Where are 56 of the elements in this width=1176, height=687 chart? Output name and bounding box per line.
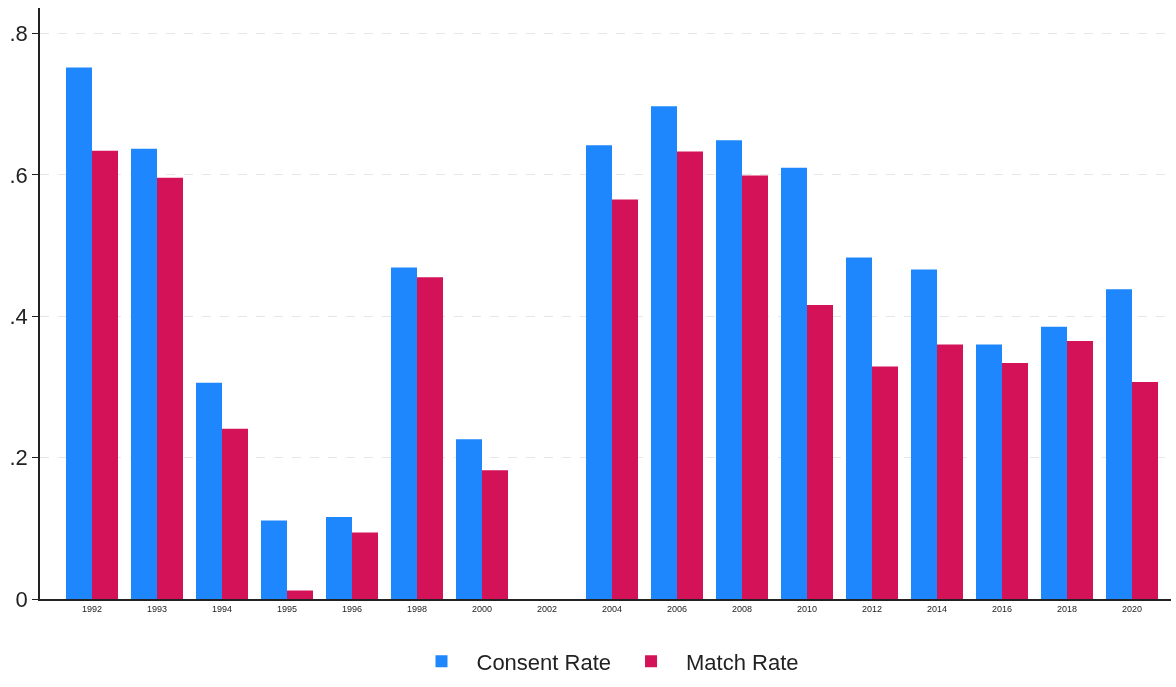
legend-label: Consent Rate bbox=[476, 649, 612, 675]
bar bbox=[612, 199, 638, 599]
bar bbox=[1067, 340, 1093, 599]
x-tick-label: 2010 bbox=[796, 603, 818, 614]
x-tick-label: 1993 bbox=[146, 603, 168, 614]
bar bbox=[976, 344, 1002, 599]
x-tick-label: 2008 bbox=[731, 603, 753, 614]
x-tick-label: 2018 bbox=[1056, 603, 1078, 614]
x-tick-label: 1994 bbox=[211, 603, 233, 614]
bar bbox=[157, 177, 183, 599]
bar bbox=[222, 428, 248, 599]
bar bbox=[937, 344, 963, 599]
bar bbox=[1106, 289, 1132, 599]
bar bbox=[131, 148, 157, 599]
bar bbox=[1132, 381, 1158, 599]
x-tick-label: 2000 bbox=[471, 603, 493, 614]
y-tick-label: .8 bbox=[9, 21, 28, 47]
x-tick-label: 2014 bbox=[926, 603, 948, 614]
x-tick-label: 2004 bbox=[601, 603, 623, 614]
bar bbox=[716, 140, 742, 599]
bar bbox=[651, 106, 677, 599]
bar bbox=[807, 304, 833, 599]
bar bbox=[261, 520, 287, 599]
y-tick-label: 0 bbox=[15, 586, 28, 612]
bar bbox=[1002, 362, 1028, 599]
bar bbox=[742, 175, 768, 599]
bar bbox=[677, 151, 703, 599]
bar bbox=[872, 366, 898, 599]
x-tick-label: 1995 bbox=[276, 603, 298, 614]
bar bbox=[66, 67, 92, 599]
x-tick-label: 2016 bbox=[991, 603, 1013, 614]
bar bbox=[196, 382, 222, 599]
x-tick-label: 2020 bbox=[1121, 603, 1143, 614]
bar bbox=[586, 145, 612, 599]
x-tick-label: 2002 bbox=[536, 603, 558, 614]
legend-label: Match Rate bbox=[686, 649, 799, 675]
x-tick-label: 2006 bbox=[666, 603, 688, 614]
bar bbox=[391, 267, 417, 599]
y-tick-label: .2 bbox=[9, 445, 28, 471]
bar bbox=[287, 590, 313, 599]
y-tick-label: .6 bbox=[9, 162, 28, 188]
x-tick-label: 1996 bbox=[341, 603, 363, 614]
bar bbox=[482, 470, 508, 599]
y-tick-label: .4 bbox=[9, 303, 28, 329]
bar bbox=[92, 150, 118, 599]
x-tick-label: 1998 bbox=[406, 603, 428, 614]
x-tick-label: 2012 bbox=[861, 603, 883, 614]
bar bbox=[456, 439, 482, 599]
bar bbox=[911, 269, 937, 599]
bar bbox=[846, 257, 872, 599]
x-tick-label: 1992 bbox=[81, 603, 103, 614]
bar bbox=[326, 517, 352, 599]
bar bbox=[1041, 326, 1067, 599]
bar bbox=[781, 167, 807, 599]
bar bbox=[417, 277, 443, 599]
bar bbox=[352, 532, 378, 599]
